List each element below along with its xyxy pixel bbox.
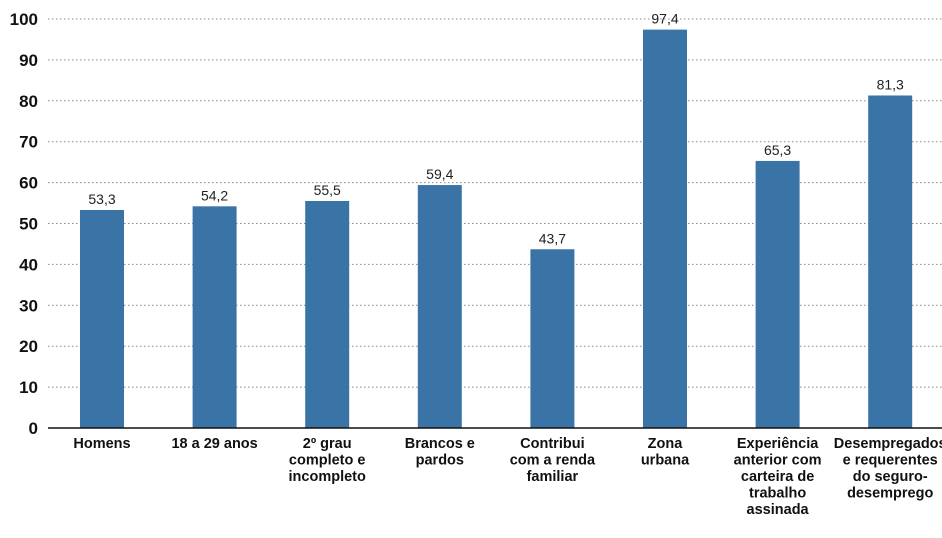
- bar-value-label: 54,2: [201, 187, 228, 203]
- category-label-line: assinada: [747, 502, 810, 518]
- category-label: Brancos e pardos: [405, 436, 475, 469]
- bar: [530, 249, 574, 428]
- category-label: Contribui com a renda familiar: [510, 436, 596, 485]
- y-tick-label: 100: [10, 10, 38, 29]
- category-label-line: Homens: [73, 436, 130, 452]
- category-label-line: familiar: [527, 469, 579, 485]
- y-tick-label: 30: [19, 296, 38, 315]
- bar-value-label: 97,4: [651, 11, 678, 27]
- bar-value-label: 55,5: [314, 182, 341, 198]
- category-label-line: pardos: [416, 453, 464, 469]
- category-label-line: Desempregados: [834, 436, 942, 452]
- category-label-line: desemprego: [847, 486, 933, 502]
- category-label-line: do seguro-: [853, 469, 928, 485]
- category-label: Experiência anterior com carteira de trabal…: [734, 436, 822, 518]
- category-label: 18 a 29 anos: [171, 436, 257, 452]
- category-label-line: Contribui: [520, 436, 584, 452]
- y-tick-label: 90: [19, 51, 38, 70]
- category-label-line: 2º grau: [303, 436, 352, 452]
- y-tick-label: 60: [19, 174, 38, 193]
- category-label-line: 18 a 29 anos: [171, 436, 257, 452]
- bar: [756, 161, 800, 428]
- bar: [418, 185, 462, 428]
- category-label-line: Zona: [648, 436, 684, 452]
- y-tick-label: 0: [29, 419, 38, 438]
- bars: [80, 30, 912, 428]
- y-tick-label: 80: [19, 92, 38, 111]
- category-label-line: e requerentes: [843, 453, 938, 469]
- bar: [193, 206, 237, 428]
- category-label-line: Experiência: [737, 436, 819, 452]
- bar-value-label: 43,7: [539, 230, 566, 246]
- category-label-line: anterior com: [734, 453, 822, 469]
- category-labels: Homens 18 a 29 anos 2º grau completo e incom…: [73, 436, 942, 518]
- bar: [305, 201, 349, 428]
- category-label: Homens: [73, 436, 130, 452]
- y-axis-tick-labels: 0 10 20 30 40 50 60 70 80 90 100: [10, 10, 38, 438]
- y-tick-label: 20: [19, 337, 38, 356]
- category-label-line: urbana: [641, 453, 690, 469]
- category-label-line: completo e: [289, 453, 366, 469]
- y-tick-label: 10: [19, 378, 38, 397]
- gridlines: [48, 19, 942, 387]
- category-label-line: Brancos e: [405, 436, 475, 452]
- bar-value-label: 65,3: [764, 142, 791, 158]
- category-label-line: trabalho: [749, 486, 806, 502]
- bar-value-label: 81,3: [877, 76, 904, 92]
- bar: [643, 30, 687, 428]
- category-label-line: com a renda: [510, 453, 596, 469]
- bar: [80, 210, 124, 428]
- bar-value-label: 53,3: [88, 191, 115, 207]
- bar-value-label: 59,4: [426, 166, 453, 182]
- category-label: Desempregados e requerentes do seguro-dese…: [834, 436, 942, 502]
- category-label-line: carteira de: [741, 469, 814, 485]
- y-tick-label: 40: [19, 255, 38, 274]
- category-label: Zona urbana: [641, 436, 690, 469]
- y-tick-label: 70: [19, 133, 38, 152]
- y-tick-label: 50: [19, 215, 38, 234]
- category-label: 2º grau completo e incompleto: [289, 436, 366, 485]
- bar: [868, 95, 912, 428]
- category-label-line: incompleto: [289, 469, 366, 485]
